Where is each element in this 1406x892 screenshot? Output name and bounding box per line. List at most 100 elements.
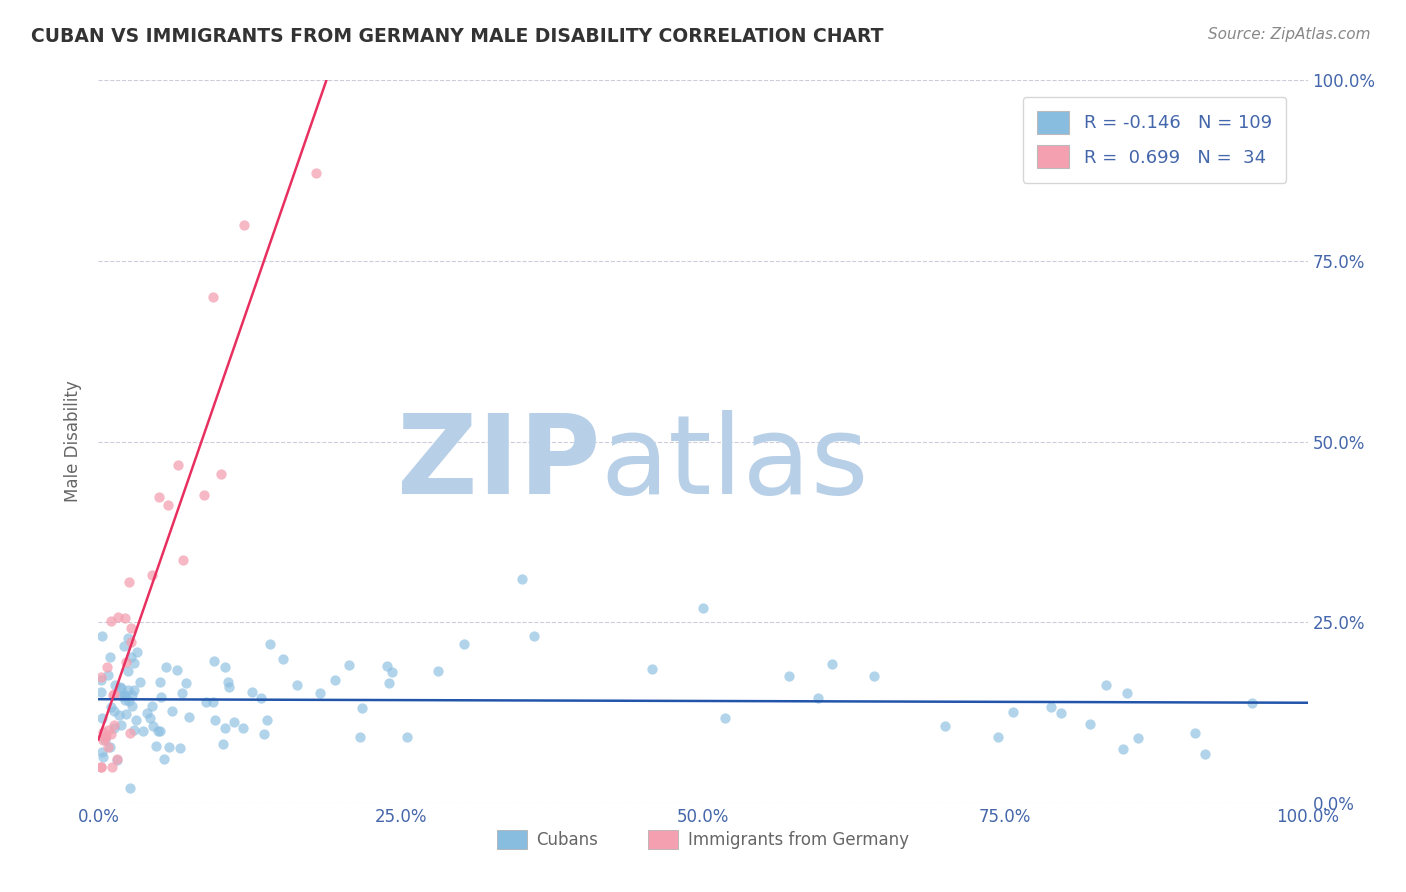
Point <box>1040 700 1063 714</box>
Point <box>218 680 240 694</box>
Point <box>305 166 328 180</box>
Point <box>121 688 143 702</box>
Point <box>149 674 172 689</box>
Point <box>149 723 172 738</box>
Point <box>118 694 141 708</box>
Text: CUBAN VS IMMIGRANTS FROM GERMANY MALE DISABILITY CORRELATION CHART: CUBAN VS IMMIGRANTS FROM GERMANY MALE DI… <box>31 27 883 45</box>
Point <box>114 688 136 702</box>
Point <box>177 709 200 723</box>
Point <box>108 708 131 723</box>
Point <box>117 683 139 698</box>
Point <box>249 690 271 705</box>
Point <box>352 701 374 715</box>
Point <box>1184 725 1206 739</box>
Y-axis label: Male Disability: Male Disability <box>65 381 83 502</box>
Point <box>807 691 830 706</box>
Point <box>152 752 174 766</box>
Point <box>91 711 114 725</box>
Point <box>863 668 886 682</box>
Point <box>103 704 125 718</box>
Point <box>98 739 121 754</box>
Point <box>100 699 122 714</box>
Point <box>90 670 112 684</box>
Point <box>91 733 114 747</box>
Point <box>157 739 180 754</box>
Point <box>100 614 122 628</box>
Point <box>1050 706 1073 720</box>
Point <box>104 678 127 692</box>
Point <box>217 675 239 690</box>
Point <box>110 718 132 732</box>
Point <box>214 659 236 673</box>
Point <box>145 739 167 754</box>
Point <box>323 673 346 687</box>
Point <box>378 676 401 690</box>
Point <box>100 726 122 740</box>
Point <box>120 621 142 635</box>
Point <box>132 723 155 738</box>
Point <box>212 737 235 751</box>
Point <box>97 723 120 738</box>
Point <box>90 760 112 774</box>
Point <box>117 665 139 679</box>
Point <box>120 725 142 739</box>
Point <box>103 688 125 702</box>
Point <box>97 668 120 682</box>
Point <box>523 629 546 643</box>
Point <box>91 749 114 764</box>
Point <box>141 567 163 582</box>
Point <box>1115 686 1137 700</box>
Point <box>176 676 198 690</box>
Point <box>139 711 162 725</box>
Point <box>167 458 190 472</box>
Point <box>98 650 121 665</box>
Point <box>214 721 236 735</box>
Point <box>128 675 150 690</box>
Point <box>232 721 254 735</box>
Point <box>209 467 232 482</box>
Point <box>107 610 129 624</box>
Point <box>94 731 117 746</box>
Point <box>349 730 371 744</box>
Point <box>381 665 404 679</box>
Point <box>155 659 177 673</box>
Point <box>117 631 139 645</box>
Point <box>122 682 145 697</box>
Point <box>96 729 118 743</box>
Point <box>90 746 112 760</box>
Point <box>91 629 114 643</box>
Point <box>222 714 245 729</box>
Point <box>114 693 136 707</box>
Point <box>821 657 844 671</box>
Point <box>157 498 180 512</box>
Point <box>93 724 115 739</box>
Point <box>204 714 226 728</box>
Point <box>121 698 143 713</box>
Point <box>1126 731 1149 745</box>
Point <box>97 739 120 754</box>
Text: atlas: atlas <box>600 409 869 516</box>
Point <box>692 600 714 615</box>
Point <box>90 760 112 774</box>
Point <box>103 718 125 732</box>
Point <box>103 721 125 735</box>
Point <box>110 680 132 694</box>
Point <box>1080 716 1102 731</box>
Point <box>122 723 145 738</box>
Point <box>204 654 226 668</box>
Point <box>453 637 475 651</box>
Point <box>166 663 188 677</box>
Point <box>125 713 148 727</box>
Point <box>148 723 170 738</box>
Point <box>112 688 135 702</box>
Point <box>195 695 218 709</box>
Point <box>160 704 183 718</box>
Text: ZIP: ZIP <box>396 409 600 516</box>
Point <box>1112 742 1135 756</box>
Point <box>142 719 165 733</box>
Point <box>90 685 112 699</box>
Point <box>201 695 224 709</box>
Point <box>124 656 146 670</box>
Point <box>309 686 332 700</box>
Point <box>117 574 139 589</box>
